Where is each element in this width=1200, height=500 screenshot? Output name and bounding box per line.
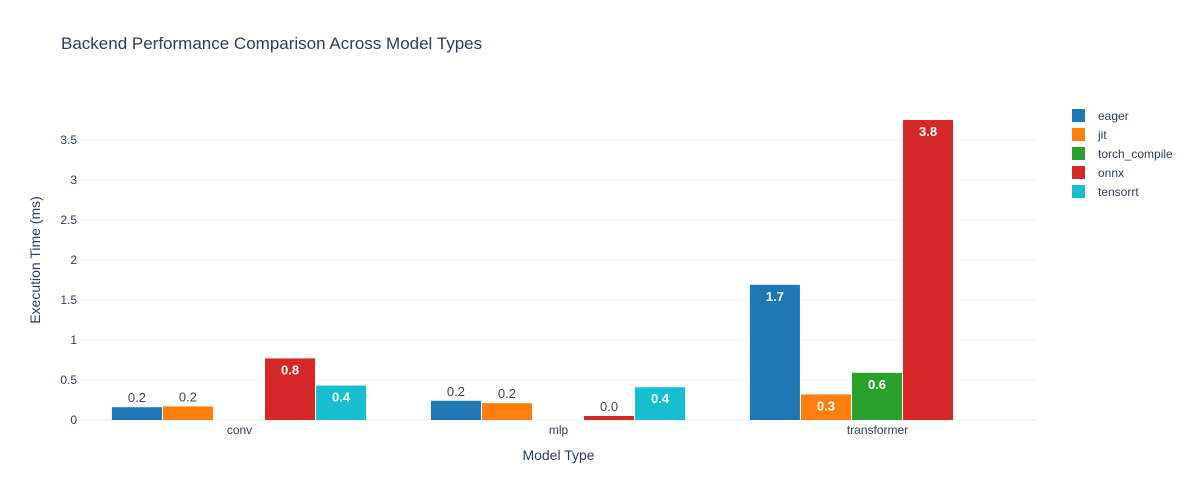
y-tick-label: 3.5: [60, 133, 77, 147]
legend-item-tensorrt[interactable]: tensorrt: [1072, 182, 1173, 201]
legend-label: jit: [1098, 127, 1107, 142]
legend-label: tensorrt: [1098, 184, 1139, 199]
legend-item-jit[interactable]: jit: [1072, 125, 1173, 144]
data-label: 0.6: [868, 377, 886, 392]
y-tick-label: 2.5: [60, 213, 77, 227]
legend-swatch: [1072, 166, 1085, 179]
y-tick-label: 0: [70, 413, 77, 427]
data-label: 0.8: [281, 362, 299, 377]
legend-item-onnx[interactable]: onnx: [1072, 163, 1173, 182]
legend-swatch: [1072, 185, 1085, 198]
bar-tensorrt-conv: [316, 385, 367, 420]
legend-swatch: [1072, 147, 1085, 160]
x-tick-label: conv: [227, 423, 252, 437]
bar-torch_compile-transformer: [851, 372, 903, 420]
y-tick-label: 1: [70, 333, 77, 347]
y-tick-label: 2: [70, 253, 77, 267]
bar-jit-mlp: [481, 403, 532, 420]
legend-label: torch_compile: [1098, 146, 1173, 161]
bar-jit-conv: [162, 406, 213, 420]
legend-item-eager[interactable]: eager: [1072, 106, 1173, 125]
legend-label: eager: [1098, 108, 1129, 123]
data-label: 0.2: [498, 386, 516, 401]
data-label: 0.4: [651, 391, 670, 406]
legend-swatch: [1072, 109, 1085, 122]
data-label: 0.0: [600, 399, 618, 414]
y-tick-label: 1.5: [60, 293, 77, 307]
y-tick-label: 0.5: [60, 373, 77, 387]
legend-swatch: [1072, 128, 1085, 141]
data-label: 3.8: [919, 124, 937, 139]
bar-eager-transformer: [749, 284, 800, 420]
y-tick-label: 3: [70, 173, 77, 187]
bar-tensorrt-mlp: [635, 387, 686, 420]
bar-eager-mlp: [430, 400, 481, 420]
legend-label: onnx: [1098, 165, 1125, 180]
x-tick-label: transformer: [847, 423, 908, 437]
x-tick-label: mlp: [549, 423, 569, 437]
chart-title: Backend Performance Comparison Across Mo…: [61, 34, 483, 53]
data-label: 0.2: [128, 390, 146, 405]
data-label: 0.2: [447, 384, 465, 399]
data-label: 0.2: [179, 389, 197, 404]
x-axis-title: Model Type: [522, 447, 594, 463]
bar-jit-transformer: [800, 394, 851, 420]
bar-onnx-mlp: [584, 416, 635, 420]
bar-onnx-conv: [265, 358, 316, 420]
data-label: 0.4: [332, 390, 351, 405]
data-label: 0.3: [817, 398, 835, 413]
bar-eager-conv: [111, 407, 162, 420]
y-axis-title: Execution Time (ms): [27, 196, 43, 324]
bar-onnx-transformer: [903, 120, 954, 420]
legend-item-torch_compile[interactable]: torch_compile: [1072, 144, 1173, 163]
data-label: 1.7: [766, 289, 784, 304]
